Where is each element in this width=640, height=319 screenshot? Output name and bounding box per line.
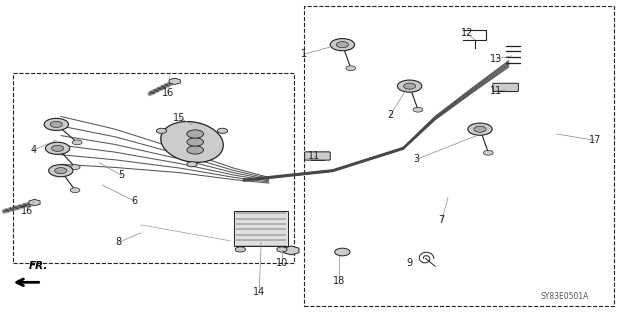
Circle shape [335, 248, 350, 256]
Circle shape [330, 39, 355, 51]
Circle shape [187, 162, 197, 167]
Circle shape [156, 128, 166, 133]
Circle shape [474, 126, 486, 132]
Text: 18: 18 [333, 276, 346, 286]
Circle shape [187, 146, 204, 154]
Text: FR.: FR. [29, 261, 48, 271]
Text: 12: 12 [461, 28, 474, 39]
Circle shape [187, 138, 204, 146]
Text: 9: 9 [406, 258, 413, 268]
Circle shape [72, 140, 82, 145]
Circle shape [70, 165, 80, 170]
Circle shape [218, 128, 228, 133]
Circle shape [404, 83, 416, 89]
Circle shape [468, 123, 492, 135]
Text: 6: 6 [131, 196, 138, 206]
Text: 5: 5 [118, 170, 125, 181]
Text: 14: 14 [253, 287, 266, 297]
Text: 1: 1 [301, 49, 307, 59]
Circle shape [50, 122, 62, 127]
Text: SY83E0501A: SY83E0501A [540, 293, 589, 301]
Text: 11: 11 [490, 86, 502, 96]
Text: 7: 7 [438, 215, 445, 225]
Circle shape [236, 247, 246, 252]
Text: 2: 2 [387, 110, 394, 120]
FancyBboxPatch shape [493, 83, 518, 92]
Circle shape [45, 142, 70, 154]
Circle shape [49, 165, 73, 177]
Circle shape [70, 188, 80, 193]
Text: 3: 3 [413, 154, 419, 165]
Circle shape [51, 145, 63, 152]
Text: 16: 16 [20, 205, 33, 216]
Ellipse shape [161, 122, 223, 162]
Text: 13: 13 [490, 54, 502, 64]
Text: 15: 15 [173, 113, 186, 123]
Bar [13, 73, 294, 263]
Text: 17: 17 [589, 135, 602, 145]
Circle shape [397, 80, 422, 92]
Text: 16: 16 [161, 87, 174, 98]
Text: 11: 11 [307, 151, 320, 161]
Circle shape [44, 118, 68, 130]
Circle shape [55, 168, 67, 174]
Bar [304, 6, 614, 306]
FancyBboxPatch shape [305, 152, 330, 160]
Circle shape [483, 150, 493, 155]
Circle shape [187, 130, 204, 138]
Bar [234, 211, 288, 246]
Text: 4: 4 [30, 145, 36, 155]
Circle shape [413, 107, 423, 112]
Circle shape [346, 66, 356, 70]
Circle shape [337, 42, 349, 48]
Circle shape [276, 247, 287, 252]
Text: 8: 8 [115, 237, 122, 248]
Text: 10: 10 [275, 258, 288, 268]
